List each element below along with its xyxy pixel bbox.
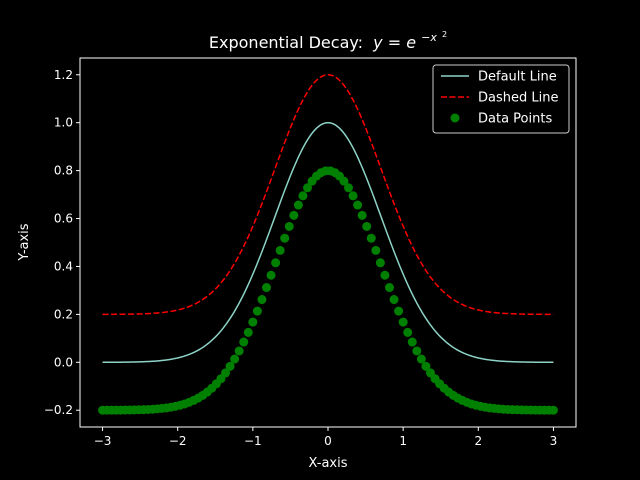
y-tick-label: 1.2	[54, 68, 73, 82]
legend-item: Data Points	[450, 112, 552, 127]
y-axis-label: Y-axis	[17, 223, 32, 261]
data-point	[293, 200, 303, 210]
legend-label: Dashed Line	[478, 91, 558, 106]
data-point	[416, 354, 426, 364]
data-point	[284, 221, 294, 231]
data-point	[221, 368, 231, 378]
legend-label: Data Points	[478, 112, 552, 127]
x-tick-label: −3	[94, 434, 112, 448]
series-data-points	[98, 166, 558, 415]
data-point	[239, 337, 249, 347]
data-point	[407, 337, 417, 347]
x-tick-label: −2	[169, 434, 187, 448]
data-point	[389, 295, 399, 305]
data-point	[339, 176, 349, 186]
legend: Default Line Dashed Line Data Points	[432, 64, 570, 134]
data-point	[394, 306, 404, 316]
data-point	[230, 354, 240, 364]
y-tick-label: 0.0	[54, 355, 73, 369]
data-point	[371, 245, 381, 255]
series-dashed-line	[102, 74, 554, 316]
data-point	[275, 245, 285, 255]
data-point	[289, 210, 299, 220]
data-point	[298, 191, 308, 201]
chart-title-text: Exponential Decay:	[209, 33, 363, 52]
chart-title-math-eq: =	[388, 33, 407, 52]
chart-title-math-base: e	[406, 33, 416, 52]
data-point	[348, 191, 358, 201]
x-tick-label: 2	[474, 434, 482, 448]
chart-title-math-exp: −x	[421, 31, 437, 44]
legend-label: Default Line	[478, 70, 557, 85]
data-point	[384, 283, 394, 293]
y-tick-label: 0.8	[54, 164, 73, 178]
data-point	[398, 317, 408, 327]
data-point	[362, 221, 372, 231]
data-point	[548, 405, 558, 415]
legend-swatch	[450, 113, 460, 123]
data-point	[262, 283, 272, 293]
x-tick-label: 0	[324, 434, 332, 448]
data-point	[344, 183, 353, 193]
data-point	[403, 327, 413, 337]
data-point	[225, 361, 235, 371]
data-point	[412, 346, 422, 356]
chart-title-math-lhs: y	[372, 33, 383, 52]
series-default-line	[102, 121, 554, 364]
y-tick-label: 0.6	[54, 212, 73, 226]
data-point	[243, 327, 253, 337]
data-point	[380, 270, 390, 280]
legend-items: Default Line Dashed Line Data Points	[441, 70, 558, 127]
data-point	[421, 361, 431, 371]
data-point	[280, 233, 290, 243]
x-tick-label: 3	[550, 434, 558, 448]
chart-title-math-exp-power: 2	[442, 30, 447, 39]
data-point	[248, 317, 258, 327]
data-point	[366, 233, 376, 243]
data-point	[252, 306, 262, 316]
legend-item: Default Line	[441, 70, 557, 85]
x-axis-label: X-axis	[309, 456, 348, 471]
y-tick-label: 1.0	[54, 116, 73, 130]
series-layer	[98, 74, 558, 415]
data-point	[266, 270, 276, 280]
y-tick-label: −0.2	[44, 403, 73, 417]
chart-title: Exponential Decay: y = e −x 2	[209, 26, 447, 52]
ticks-layer: −3 −2 −1 0 1 2 3 −0.2 0.0 0.2 0.4 0.6 0.8 1.0 1.2	[44, 68, 557, 448]
data-point	[303, 183, 312, 193]
legend-item: Dashed Line	[441, 91, 558, 106]
data-point	[375, 258, 385, 268]
data-point	[357, 210, 367, 220]
data-point	[234, 346, 244, 356]
x-tick-label: 1	[399, 434, 407, 448]
data-point	[353, 200, 363, 210]
x-tick-label: −1	[244, 434, 262, 448]
y-tick-label: 0.2	[54, 307, 73, 321]
y-tick-label: 0.4	[54, 259, 73, 273]
data-point	[271, 258, 281, 268]
data-point	[257, 295, 267, 305]
legend-box	[432, 64, 570, 134]
